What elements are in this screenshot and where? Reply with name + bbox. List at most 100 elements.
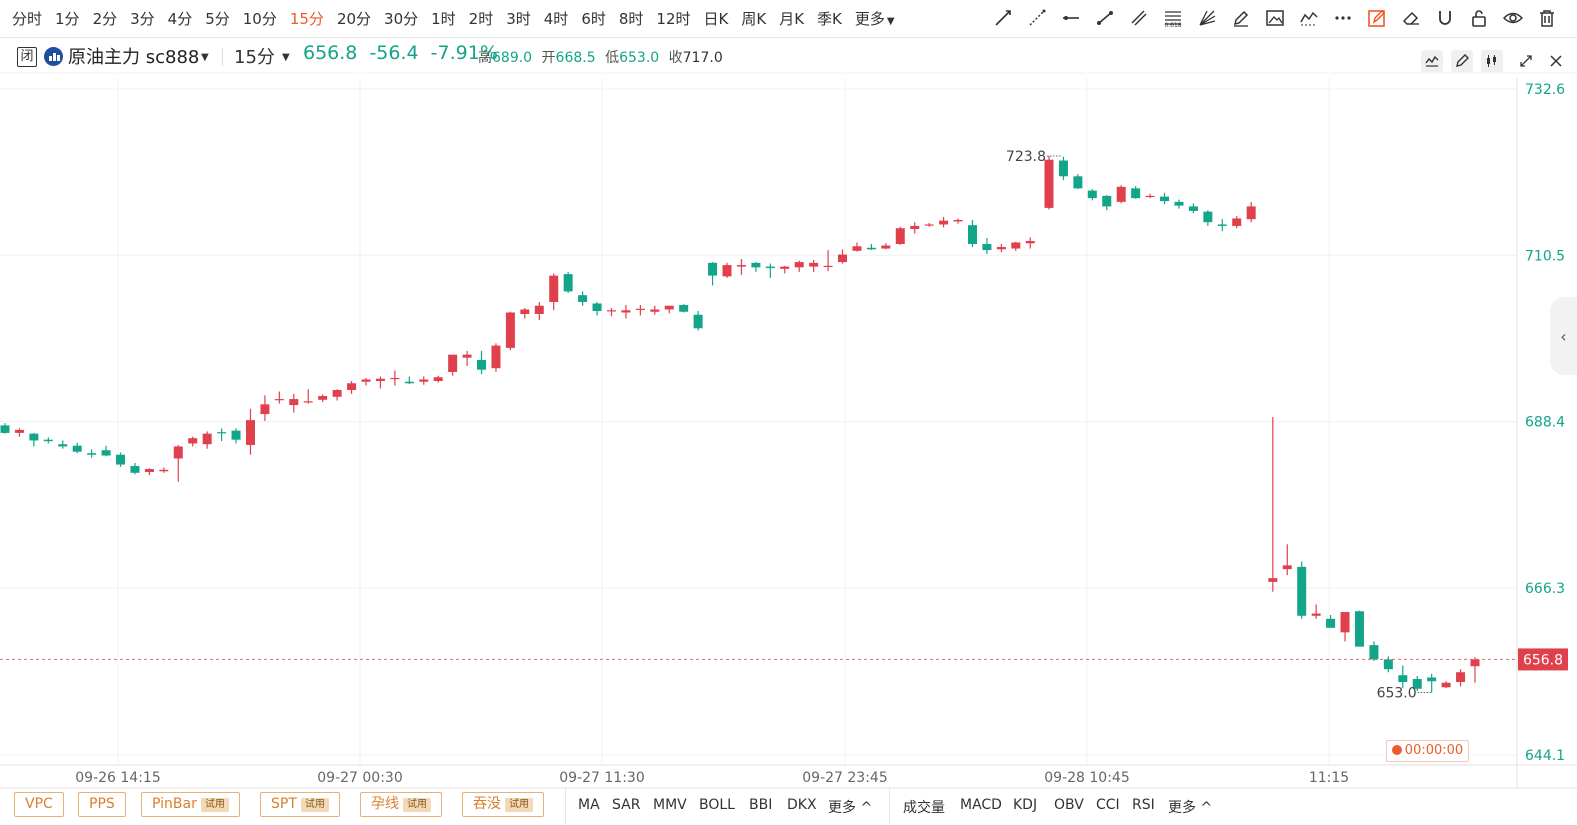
- indicator-button-吞没[interactable]: 吞没 试用: [462, 792, 544, 817]
- parallel-line-tool[interactable]: [1127, 6, 1151, 30]
- candle-body: [1340, 612, 1350, 633]
- indicator-button-spt[interactable]: SPT 试用: [260, 792, 340, 817]
- horizontal-line-tool[interactable]: [1059, 6, 1083, 30]
- overlay-indicator-sar[interactable]: SAR: [612, 797, 641, 813]
- timeframe-3[interactable]: 3分: [130, 9, 155, 28]
- indicator-settings-button[interactable]: [1481, 50, 1503, 72]
- overlay-indicator-bbi[interactable]: BBI: [749, 797, 773, 813]
- chevron-down-icon[interactable]: ▼: [201, 52, 209, 63]
- candle-body: [592, 303, 602, 311]
- eraser-tool[interactable]: [1399, 6, 1423, 30]
- timeframe-12[interactable]: 3时: [506, 9, 531, 28]
- sub-more-button[interactable]: 更多 ^: [1168, 800, 1213, 816]
- sub-indicator-3[interactable]: OBV: [1054, 797, 1084, 813]
- timeframe-19[interactable]: 月K: [779, 9, 805, 28]
- timeframe-14[interactable]: 6时: [581, 9, 606, 28]
- timeframe-20[interactable]: 季K: [817, 9, 842, 28]
- timeframe-0[interactable]: 分时: [12, 9, 43, 28]
- candle-body: [1102, 195, 1112, 207]
- timeframe-9[interactable]: 30分: [384, 9, 419, 28]
- indicator-button-pinbar[interactable]: PinBar 试用: [141, 792, 240, 817]
- draw-toggle-button[interactable]: [1451, 50, 1473, 72]
- candle-body: [505, 312, 515, 348]
- price-change-percent: -7.91%: [430, 42, 498, 64]
- timeframe-6[interactable]: 10分: [242, 9, 277, 28]
- symbol-name[interactable]: 原油主力 sc888: [68, 47, 200, 68]
- candle-body: [996, 247, 1006, 250]
- candle-body: [794, 262, 804, 268]
- indicator-button-孕线[interactable]: 孕线 试用: [360, 792, 442, 817]
- timeframe-7[interactable]: 15分: [289, 9, 324, 28]
- timeframe-10[interactable]: 1时: [431, 9, 456, 28]
- brush-tool[interactable]: [1229, 6, 1253, 30]
- segment-tool[interactable]: [1093, 6, 1117, 30]
- candle-body: [433, 377, 443, 381]
- sub-indicator-4[interactable]: CCI: [1096, 797, 1120, 813]
- overlay-indicator-dkx[interactable]: DKX: [787, 797, 817, 813]
- candle-body: [780, 266, 790, 269]
- candle-body: [534, 305, 544, 315]
- sub-indicator-1[interactable]: MACD: [960, 797, 1002, 813]
- trial-badge: 试用: [403, 798, 431, 812]
- chart-type-button[interactable]: [1421, 50, 1443, 72]
- ray-line-tool[interactable]: [1025, 6, 1049, 30]
- sub-indicator-0[interactable]: 成交量: [903, 800, 945, 816]
- candle-body: [332, 390, 342, 397]
- overlay-indicator-boll[interactable]: BOLL: [699, 797, 735, 813]
- visibility-tool[interactable]: [1501, 6, 1525, 30]
- high-value: 689.0: [492, 50, 533, 66]
- trash-tool[interactable]: [1535, 6, 1559, 30]
- candle-body: [43, 439, 53, 442]
- lock-tool[interactable]: [1467, 6, 1491, 30]
- candle: [852, 242, 862, 252]
- timeframe-18[interactable]: 周K: [741, 9, 767, 28]
- fibonacci-tool[interactable]: 0.618: [1161, 6, 1185, 30]
- more-tools-tool[interactable]: [1331, 6, 1355, 30]
- candle-body: [404, 381, 414, 384]
- sub-indicator-2[interactable]: KDJ: [1013, 797, 1038, 813]
- timeframe-4[interactable]: 4分: [167, 9, 193, 28]
- indicator-button-vpc[interactable]: VPC: [14, 792, 64, 817]
- close-button[interactable]: [1545, 50, 1567, 72]
- image-tool[interactable]: [1263, 6, 1287, 30]
- timeframe-5[interactable]: 5分: [205, 9, 230, 28]
- timeframe-13[interactable]: 4时: [543, 9, 569, 28]
- trend-line-tool[interactable]: [991, 6, 1015, 30]
- candle-body: [606, 310, 616, 312]
- draw-mode-tool[interactable]: [1365, 6, 1389, 30]
- period-selector[interactable]: 15分: [234, 47, 275, 68]
- candle-body: [1058, 160, 1068, 177]
- sub-indicator-5[interactable]: RSI: [1132, 797, 1155, 813]
- segment-icon: [1097, 11, 1113, 25]
- timeframe-11[interactable]: 2时: [468, 9, 494, 28]
- wave-tool[interactable]: [1297, 6, 1321, 30]
- chevron-down-icon[interactable]: ▼: [282, 52, 290, 63]
- timeframe-15[interactable]: 8时: [618, 9, 644, 28]
- indicator-button-pps[interactable]: PPS: [78, 792, 126, 817]
- more-timeframes-button[interactable]: 更多 ▼: [855, 8, 895, 29]
- overlay-indicator-ma[interactable]: MA: [578, 797, 600, 813]
- candle: [289, 393, 299, 413]
- timeframe-16[interactable]: 12时: [656, 9, 691, 28]
- timeframe-17[interactable]: 日K: [703, 9, 729, 28]
- side-panel-toggle[interactable]: ‹: [1550, 297, 1577, 375]
- timeframe-8[interactable]: 20分: [336, 9, 372, 28]
- magnet-tool[interactable]: [1433, 6, 1457, 30]
- high-label: 高: [478, 50, 492, 66]
- candle: [736, 259, 746, 275]
- y-tick-label: 666.3: [1525, 581, 1565, 597]
- overlay-indicator-mmv[interactable]: MMV: [653, 797, 687, 813]
- candle: [260, 395, 270, 421]
- fan-tool[interactable]: [1195, 6, 1219, 30]
- timeframe-1[interactable]: 1分: [55, 9, 80, 28]
- candle: [1470, 657, 1480, 683]
- trial-badge: 试用: [300, 798, 329, 812]
- timeframe-2[interactable]: 2分: [92, 9, 118, 28]
- overlay-more-button[interactable]: 更多 ^: [828, 800, 873, 816]
- fullscreen-button[interactable]: [1515, 50, 1537, 72]
- candle: [939, 216, 949, 228]
- candle-body: [621, 310, 631, 313]
- candle: [1398, 665, 1408, 689]
- candle-body: [1025, 241, 1035, 244]
